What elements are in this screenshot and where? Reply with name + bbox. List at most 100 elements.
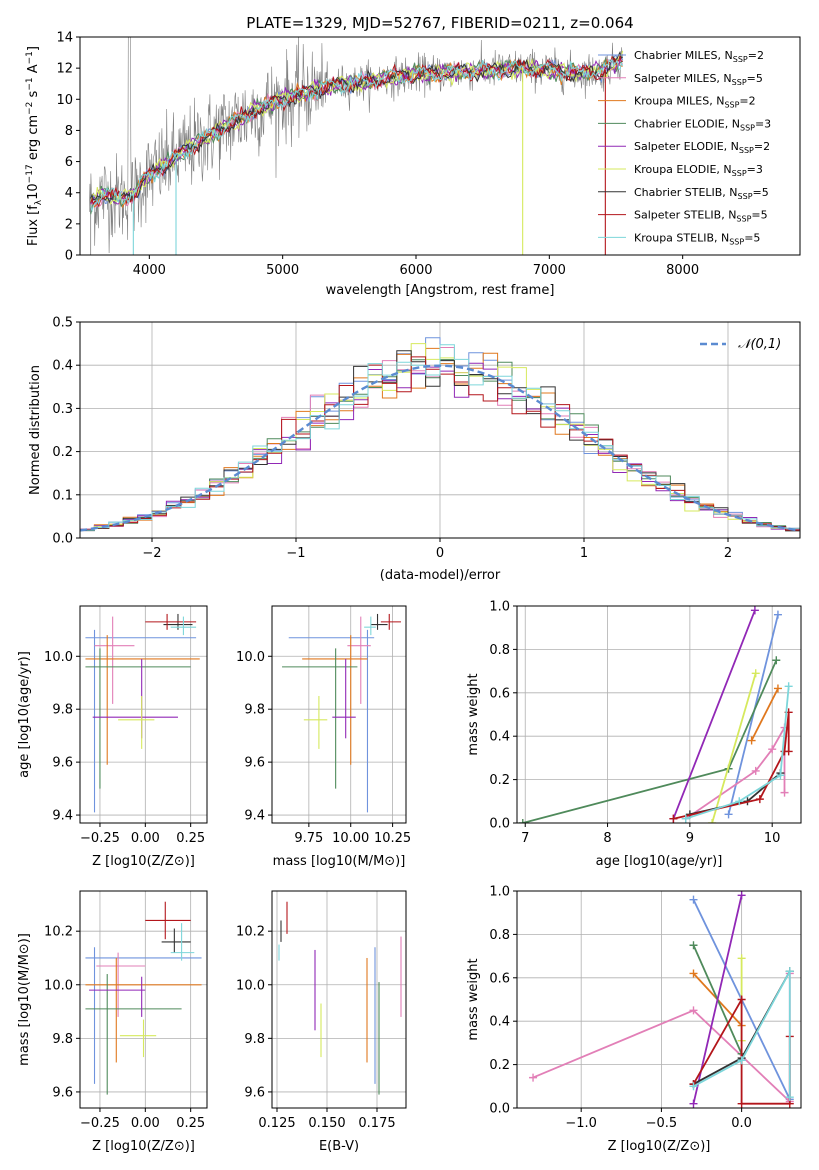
legend-entry-label: Kroupa MILES, NSSP=2 bbox=[634, 95, 756, 110]
y-tick-label: 0.3 bbox=[52, 402, 73, 417]
kroupa-miles-errorbar bbox=[85, 635, 200, 765]
y-tick-label: 9.6 bbox=[244, 756, 265, 771]
weight-marker bbox=[773, 684, 782, 693]
y-tick-label: 8 bbox=[65, 124, 73, 139]
y-tick-label: 0.4 bbox=[52, 359, 73, 374]
chabrier-miles-errorbar bbox=[85, 947, 202, 1084]
age_vs_Z-plot-area bbox=[85, 613, 200, 813]
x-tick-label: 5000 bbox=[266, 263, 299, 278]
age_vs_mass-plot-area bbox=[282, 613, 401, 813]
weight_vs_age-ylabel: mass weight bbox=[466, 673, 481, 755]
weight-marker bbox=[784, 747, 793, 756]
y-tick-label: 9.8 bbox=[52, 703, 73, 718]
y-tick-label: 0 bbox=[65, 249, 73, 264]
y-tick-label: 6 bbox=[65, 155, 73, 170]
weight_vs_Z-xlabel: Z [log10(Z/Z⊙)] bbox=[608, 1139, 711, 1154]
spectrum-title: PLATE=1329, MJD=52767, FIBERID=0211, z=0… bbox=[246, 14, 633, 32]
y-tick-label: 14 bbox=[56, 31, 73, 46]
salpeter-stelib-errorbar bbox=[145, 613, 197, 630]
legend-entry-label: Salpeter ELODIE, NSSP=2 bbox=[634, 140, 770, 155]
x-tick-label: 10 bbox=[764, 831, 781, 846]
weight-marker bbox=[737, 995, 746, 1004]
y-tick-label: 10.2 bbox=[236, 925, 265, 940]
y-tick-label: 9.6 bbox=[52, 756, 73, 771]
spectrum-legend: Chabrier MILES, NSSP=2 Salpeter MILES, NS… bbox=[598, 49, 771, 246]
y-tick-label: 2 bbox=[65, 217, 73, 232]
salpeter-elodie-weight-line bbox=[672, 609, 756, 820]
x-tick-label: 7000 bbox=[533, 263, 566, 278]
y-tick-label: 0.0 bbox=[489, 1102, 510, 1117]
legend-entry-label: Kroupa ELODIE, NSSP=3 bbox=[634, 163, 763, 178]
kroupa-stelib-errorbar bbox=[170, 923, 195, 961]
age_vs_Z-panel: −0.25 0.00 0.25 9.4 9.6 9.8 10.0 Z [log10(Z/Z⊙)… bbox=[17, 605, 208, 869]
salpeter-stelib-errorbar bbox=[380, 613, 401, 630]
x-tick-label: 0.175 bbox=[358, 1116, 395, 1131]
chabrier-elodie-errorbar bbox=[282, 648, 358, 789]
x-tick-label: 0.25 bbox=[176, 831, 205, 846]
weight_vs_Z-plot-area bbox=[529, 891, 794, 1108]
y-tick-label: 0.1 bbox=[52, 488, 73, 503]
y-tick-label: 1.0 bbox=[489, 885, 510, 900]
weight-marker bbox=[689, 1099, 698, 1108]
weight-marker bbox=[689, 969, 698, 978]
x-tick-label: 0.150 bbox=[308, 1116, 345, 1131]
mass_vs_Z-panel: −0.25 0.00 0.25 9.6 9.8 10.0 10.2 Z [log10(Z/Z⊙… bbox=[17, 890, 208, 1154]
axes-frame bbox=[271, 890, 407, 1109]
y-tick-label: 0.2 bbox=[52, 445, 73, 460]
kroupa-stelib-errorbar bbox=[364, 616, 376, 636]
mass_vs_ebv-xlabel: E(B-V) bbox=[319, 1139, 359, 1154]
kroupa-elodie-model-line bbox=[90, 50, 624, 206]
x-tick-label: −1 bbox=[286, 546, 305, 561]
x-tick-label: 10.25 bbox=[374, 831, 411, 846]
x-tick-label: 2 bbox=[724, 546, 732, 561]
kroupa-stelib-weight-line bbox=[685, 686, 790, 820]
weight-marker bbox=[755, 795, 764, 804]
kroupa-elodie-errorbar bbox=[118, 695, 155, 749]
weight-marker bbox=[751, 766, 760, 775]
y-tick-label: 10.0 bbox=[44, 650, 73, 665]
histogram-ylabel: Normed distribution bbox=[28, 365, 43, 495]
y-tick-label: 0.8 bbox=[489, 643, 510, 658]
y-tick-label: 0.2 bbox=[489, 1058, 510, 1073]
y-tick-label: 9.4 bbox=[244, 809, 265, 824]
axes-frame bbox=[79, 605, 208, 824]
weight_vs_age-plot-area bbox=[518, 606, 793, 823]
age_vs_Z-axes: −0.25 0.00 0.25 9.4 9.6 9.8 10.0 Z [log10(Z/Z⊙)… bbox=[17, 605, 208, 869]
weight-marker bbox=[776, 771, 785, 780]
chabrier-miles-errorbar bbox=[85, 629, 197, 813]
residual_histogram-panel: −2 −1 0 1 2 0.0 0.1 0.2 0.3 0.4 0.5 (data-model)/er… bbox=[28, 316, 801, 583]
weight-marker bbox=[768, 745, 777, 754]
kroupa-elodie-errorbar bbox=[303, 695, 328, 749]
kroupa-miles-errorbar bbox=[302, 635, 368, 765]
y-tick-label: 10.0 bbox=[236, 650, 265, 665]
y-tick-label: 0.2 bbox=[489, 773, 510, 788]
weight_vs_age-xlabel: age [log10(age/yr)] bbox=[596, 854, 723, 869]
weight-marker bbox=[737, 1056, 746, 1065]
normal-curve bbox=[80, 364, 800, 532]
chabrier-stelib-errorbar bbox=[370, 613, 388, 630]
spectrum-panel: 4000 5000 6000 7000 8000 0 2 4 6 8 10 12 14 PLATE=132… bbox=[25, 14, 801, 298]
weight_vs_Z-panel: −1.0 −0.5 0.0 0.0 0.2 0.4 0.6 0.8 1.0 Z [log10(Z/… bbox=[466, 885, 802, 1154]
x-tick-label: 0.00 bbox=[131, 831, 160, 846]
weight-marker bbox=[529, 1073, 538, 1082]
mass_vs_Z-xlabel: Z [log10(Z/Z⊙)] bbox=[92, 1139, 195, 1154]
y-tick-label: 0.0 bbox=[489, 817, 510, 832]
chabrier-elodie-errorbar bbox=[85, 648, 191, 789]
mass_vs_Z-ylabel: mass [log10(M/M⊙)] bbox=[17, 933, 32, 1066]
salpeter-stelib-errorbar bbox=[145, 901, 191, 940]
y-tick-label: 0.0 bbox=[52, 532, 73, 547]
x-tick-label: 7 bbox=[521, 831, 529, 846]
y-tick-label: 9.4 bbox=[52, 809, 73, 824]
legend-entry-label: 𝒩(0,1) bbox=[738, 337, 781, 352]
y-tick-label: 9.6 bbox=[244, 1085, 265, 1100]
x-tick-label: −2 bbox=[142, 546, 161, 561]
kroupa-stelib-histogram bbox=[80, 344, 800, 531]
axes-frame bbox=[79, 890, 208, 1109]
y-tick-label: 9.8 bbox=[52, 1032, 73, 1047]
weight-marker bbox=[747, 736, 756, 745]
x-tick-label: −1.0 bbox=[565, 1116, 597, 1131]
mass_vs_Z-plot-area bbox=[85, 901, 202, 1095]
weight-marker bbox=[518, 819, 527, 823]
y-tick-label: 0.4 bbox=[489, 1015, 510, 1030]
